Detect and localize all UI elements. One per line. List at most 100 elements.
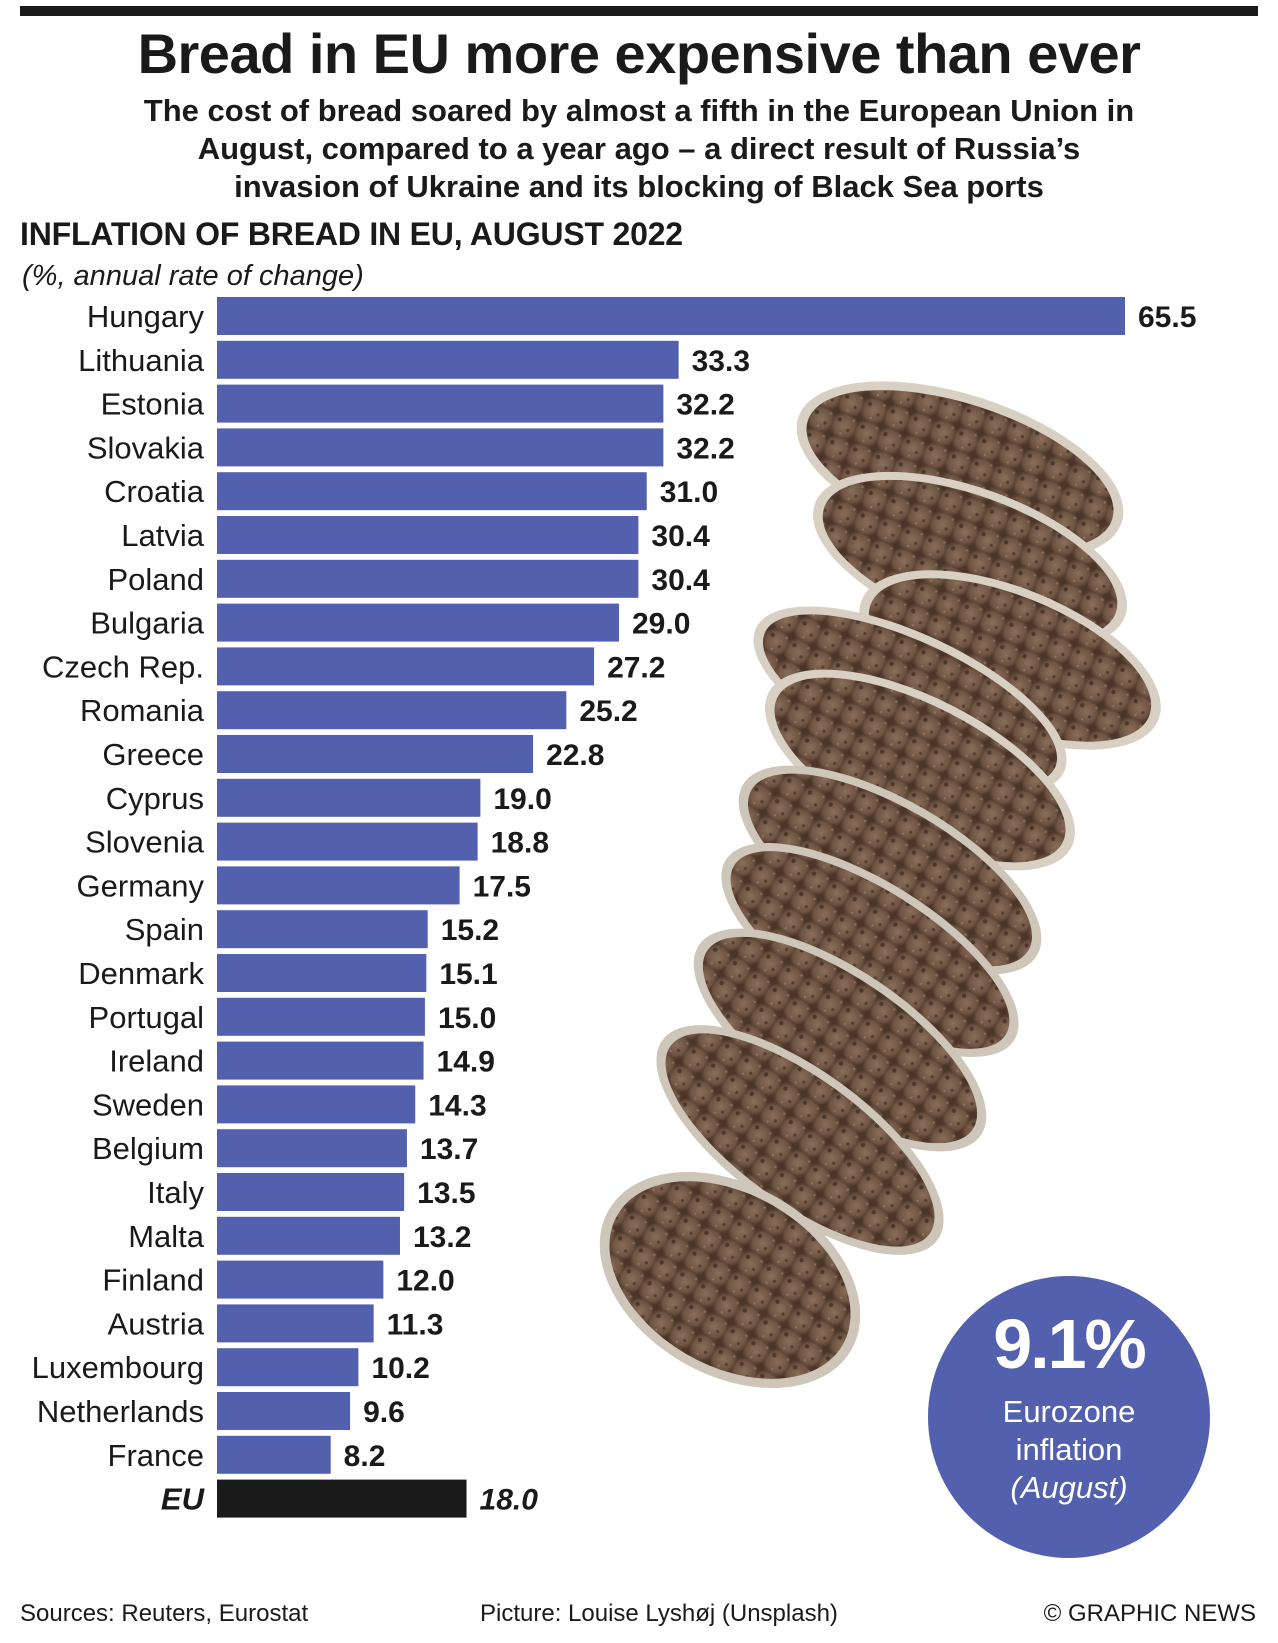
value-label-slovenia: 18.8 [491, 827, 549, 860]
eurozone-inflation-badge: 9.1% Eurozone inflation (August) [928, 1276, 1210, 1558]
value-label-austria: 11.3 [387, 1308, 444, 1341]
category-label-lithuania: Lithuania [78, 343, 205, 378]
value-label-spain: 15.2 [441, 914, 499, 947]
chart-title: INFLATION OF BREAD IN EU, AUGUST 2022 [20, 216, 683, 252]
badge-line-3: (August) [1010, 1470, 1128, 1505]
category-label-croatia: Croatia [104, 474, 205, 509]
value-label-bulgaria: 29.0 [632, 608, 690, 641]
category-label-austria: Austria [108, 1306, 205, 1341]
category-label-belgium: Belgium [92, 1131, 204, 1166]
bread-slices [599, 381, 1161, 1389]
category-label-denmark: Denmark [78, 956, 204, 991]
bar-hungary [217, 297, 1125, 335]
bar-netherlands [217, 1392, 351, 1430]
category-label-estonia: Estonia [101, 387, 205, 422]
value-label-hungary: 65.5 [1138, 301, 1196, 334]
bar-cyprus [217, 778, 481, 817]
value-label-croatia: 31.0 [660, 476, 718, 509]
badge-value: 9.1% [993, 1305, 1147, 1383]
bar-lithuania [217, 340, 679, 379]
value-label-netherlands: 9.6 [363, 1396, 405, 1429]
value-label-italy: 13.5 [417, 1177, 475, 1210]
bar-ireland [217, 1041, 424, 1080]
bar-romania [217, 691, 567, 730]
category-label-hungary: Hungary [87, 299, 205, 334]
category-label-portugal: Portugal [89, 1000, 204, 1035]
category-label-malta: Malta [128, 1219, 205, 1254]
category-label-romania: Romania [80, 693, 205, 728]
value-label-finland: 12.0 [396, 1265, 454, 1298]
value-label-france: 8.2 [344, 1440, 386, 1473]
sources-note: Sources: Reuters, Eurostat [20, 1600, 309, 1627]
bar-spain [217, 910, 428, 949]
value-label-lithuania: 33.3 [692, 345, 750, 378]
subtitle-line: invasion of Ukraine and its blocking of … [234, 169, 1044, 204]
bar-greece [217, 735, 534, 773]
badge-line-2: inflation [1015, 1432, 1123, 1467]
category-label-poland: Poland [107, 562, 204, 597]
picture-credit: Picture: Louise Lyshøj (Unsplash) [480, 1600, 838, 1627]
bar-portugal [217, 997, 425, 1036]
value-label-estonia: 32.2 [676, 389, 734, 422]
value-label-luxembourg: 10.2 [371, 1352, 429, 1385]
value-label-slovakia: 32.2 [676, 432, 734, 465]
value-label-eu: 18.0 [480, 1484, 539, 1517]
bar-estonia [217, 384, 664, 423]
page-subtitle: The cost of bread soared by almost a fif… [60, 92, 1218, 206]
category-label-bulgaria: Bulgaria [90, 606, 204, 641]
bar-latvia [217, 516, 639, 554]
value-label-portugal: 15.0 [438, 1002, 496, 1035]
value-label-poland: 30.4 [651, 564, 710, 597]
bar-austria [217, 1304, 374, 1343]
bar-germany [217, 866, 460, 905]
category-label-netherlands: Netherlands [37, 1394, 204, 1429]
bar-italy [217, 1173, 405, 1211]
category-label-greece: Greece [102, 737, 204, 772]
category-label-eu: EU [161, 1482, 206, 1517]
bar-finland [217, 1260, 384, 1299]
bar-poland [217, 559, 639, 598]
bar-france [217, 1435, 331, 1474]
sliced-bread-loaf-photo [599, 381, 1161, 1389]
value-label-ireland: 14.9 [437, 1046, 495, 1079]
category-label-cyprus: Cyprus [106, 781, 204, 816]
subtitle-line: The cost of bread soared by almost a fif… [143, 93, 1135, 128]
bar-czech-rep [217, 647, 595, 686]
bar-bulgaria [217, 603, 620, 642]
value-label-latvia: 30.4 [651, 520, 710, 553]
value-label-czech-rep: 27.2 [607, 651, 665, 684]
bar-slovenia [217, 822, 478, 861]
value-label-cyprus: 19.0 [493, 783, 551, 816]
category-label-ireland: Ireland [109, 1044, 204, 1079]
category-label-spain: Spain [125, 912, 204, 947]
bar-belgium [217, 1129, 407, 1168]
bar-denmark [217, 954, 427, 992]
chart-unit-note: (%, annual rate of change) [22, 260, 364, 292]
subtitle-line: August, compared to a year ago – a direc… [197, 131, 1081, 166]
top-rule [20, 6, 1258, 16]
bar-eu [217, 1479, 467, 1518]
category-label-germany: Germany [77, 868, 205, 903]
bar-slovakia [217, 428, 664, 467]
value-label-belgium: 13.7 [420, 1133, 478, 1166]
category-label-slovenia: Slovenia [85, 825, 205, 860]
value-label-germany: 17.5 [473, 870, 531, 903]
category-label-italy: Italy [147, 1175, 204, 1210]
bar-luxembourg [217, 1348, 359, 1387]
category-label-luxembourg: Luxembourg [32, 1350, 204, 1385]
category-label-finland: Finland [102, 1263, 204, 1298]
bar-croatia [217, 472, 647, 511]
bar-malta [217, 1216, 400, 1255]
category-label-latvia: Latvia [121, 518, 204, 553]
category-label-sweden: Sweden [92, 1087, 204, 1122]
bar-sweden [217, 1085, 416, 1124]
value-label-greece: 22.8 [546, 739, 604, 772]
category-label-czech-rep: Czech Rep. [42, 649, 204, 684]
value-label-sweden: 14.3 [428, 1089, 486, 1122]
category-label-france: France [108, 1438, 204, 1473]
value-label-malta: 13.2 [413, 1221, 471, 1254]
category-label-slovakia: Slovakia [87, 430, 205, 465]
value-label-romania: 25.2 [579, 695, 637, 728]
publisher-credit: © GRAPHIC NEWS [1043, 1600, 1256, 1627]
